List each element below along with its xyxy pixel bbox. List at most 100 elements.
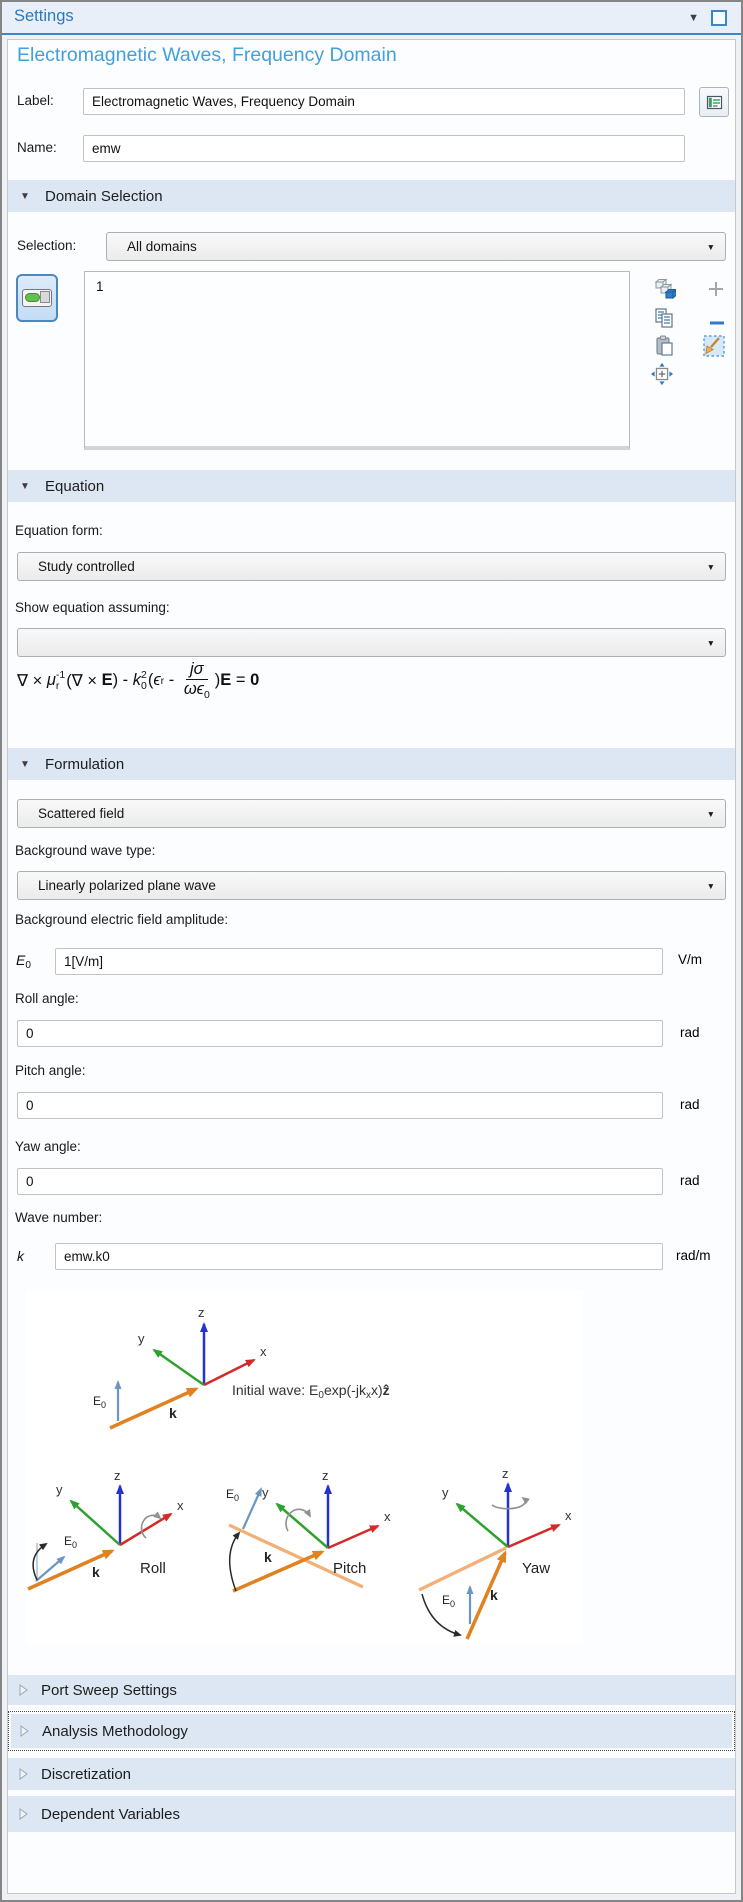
list-item[interactable]: 1: [96, 279, 104, 294]
active-selection-toggle-button[interactable]: [16, 274, 58, 322]
section-header-analysis-methodology[interactable]: Analysis Methodology: [8, 1711, 735, 1751]
dropdown-arrow-icon: ▼: [706, 637, 715, 648]
pitch-angle-unit: rad: [680, 1097, 700, 1112]
collapse-triangle-icon: ▼: [20, 758, 30, 770]
k-symbol: k: [17, 1248, 24, 1264]
section-header-domain-selection[interactable]: ▼ Domain Selection: [8, 180, 735, 212]
name-input[interactable]: [83, 135, 685, 162]
page-title: Electromagnetic Waves, Frequency Domain: [17, 44, 397, 66]
equation-form-value: Study controlled: [38, 559, 135, 574]
name-caption: Name:: [17, 140, 57, 155]
axis-label-y: y: [56, 1482, 63, 1497]
background-wave-type-value: Linearly polarized plane wave: [38, 878, 216, 893]
collapse-triangle-icon: ▼: [20, 480, 30, 492]
settings-titlebar: Settings ▼: [2, 2, 741, 33]
section-title: Analysis Methodology: [42, 1722, 188, 1740]
dropdown-arrow-icon: ▼: [706, 561, 715, 572]
collapse-triangle-icon: ▼: [20, 190, 30, 202]
section-title: Dependent Variables: [41, 1805, 180, 1823]
axis-label-x: x: [565, 1508, 572, 1523]
equation-form-dropdown[interactable]: Study controlled ▼: [17, 552, 726, 581]
orientation-diagram: z y x k E0 Initial wave: E0exp(-jkxx)ẑ z…: [26, 1290, 583, 1645]
pitch-angle-caption: Pitch angle:: [15, 1063, 86, 1078]
yaw-caption: Yaw: [522, 1560, 550, 1577]
toggle-switch-icon: [22, 289, 52, 307]
add-to-selection-icon[interactable]: [704, 277, 728, 301]
selection-dropdown[interactable]: All domains ▼: [106, 232, 726, 261]
section-header-port-sweep-settings[interactable]: Port Sweep Settings: [8, 1675, 735, 1705]
create-selection-icon[interactable]: [653, 277, 677, 301]
roll-frame: z y x k E0 Roll: [27, 1468, 184, 1591]
axis-label-x: x: [260, 1344, 267, 1359]
rename-icon: [706, 95, 722, 109]
selection-dropdown-value: All domains: [127, 239, 197, 254]
initial-wave-caption: Initial wave: E0exp(-jkxx)ẑ: [232, 1382, 390, 1401]
e0-caption: Background electric field amplitude:: [15, 912, 229, 927]
roll-caption: Roll: [140, 1560, 166, 1577]
chevron-right-icon: [20, 1725, 29, 1737]
yaw-frame: z y x k E0 Yaw: [418, 1466, 572, 1640]
remove-from-selection-icon[interactable]: [705, 311, 729, 335]
paste-selection-icon[interactable]: [652, 334, 676, 358]
roll-angle-caption: Roll angle:: [15, 991, 79, 1006]
domain-selection-list[interactable]: 1: [84, 271, 630, 450]
section-header-discretization[interactable]: Discretization: [8, 1758, 735, 1790]
axis-label-z: z: [322, 1468, 329, 1483]
orientation-diagram-svg: z y x k E0 Initial wave: E0exp(-jkxx)ẑ z…: [27, 1305, 572, 1640]
axis-label-y: y: [262, 1485, 269, 1500]
rename-button[interactable]: [699, 87, 729, 117]
clear-selection-icon[interactable]: [702, 334, 726, 358]
axis-label-x: x: [384, 1509, 391, 1524]
axis-label-y: y: [138, 1331, 145, 1346]
axis-label-y: y: [442, 1485, 449, 1500]
copy-selection-icon[interactable]: [652, 306, 676, 330]
formulation-dropdown[interactable]: Scattered field ▼: [17, 799, 726, 828]
section-title: Port Sweep Settings: [41, 1681, 177, 1699]
titlebar-accent-line: [2, 33, 741, 35]
pitch-angle-input[interactable]: [17, 1092, 663, 1119]
section-header-formulation[interactable]: ▼ Formulation: [8, 748, 735, 780]
wave-number-input[interactable]: [55, 1243, 663, 1270]
section-title: Discretization: [41, 1765, 132, 1783]
roll-angle-input[interactable]: [17, 1020, 663, 1047]
dropdown-arrow-icon: ▼: [706, 808, 715, 819]
section-title: Equation: [45, 477, 105, 495]
selection-caption: Selection:: [17, 238, 77, 253]
wave-number-caption: Wave number:: [15, 1210, 103, 1225]
section-title: Formulation: [45, 755, 125, 773]
show-equation-caption: Show equation assuming:: [15, 600, 170, 615]
float-window-icon[interactable]: [711, 10, 727, 26]
formulation-value: Scattered field: [38, 806, 125, 821]
section-header-dependent-variables[interactable]: Dependent Variables: [8, 1796, 735, 1832]
pitch-caption: Pitch: [333, 1560, 366, 1577]
settings-title: Settings: [14, 7, 74, 25]
yaw-angle-caption: Yaw angle:: [15, 1139, 81, 1154]
show-equation-dropdown[interactable]: ▼: [17, 628, 726, 657]
e0-vector-label: E0: [226, 1487, 239, 1503]
panel-menu-icon[interactable]: ▼: [688, 12, 699, 24]
background-wave-type-caption: Background wave type:: [15, 843, 156, 858]
yaw-angle-input[interactable]: [17, 1168, 663, 1195]
label-caption: Label:: [17, 93, 54, 108]
k-vector-label: k: [169, 1405, 177, 1421]
k-vector-label: k: [264, 1549, 272, 1565]
chevron-right-icon: [19, 1684, 28, 1696]
zoom-to-selection-icon[interactable]: [650, 362, 674, 386]
dropdown-arrow-icon: ▼: [706, 241, 715, 252]
roll-angle-unit: rad: [680, 1025, 700, 1040]
k-vector-label: k: [92, 1564, 100, 1580]
e0-vector-label: E0: [442, 1593, 455, 1609]
axis-label-z: z: [198, 1305, 205, 1320]
axis-label-z: z: [114, 1468, 121, 1483]
e0-input[interactable]: [55, 948, 663, 975]
background-wave-type-dropdown[interactable]: Linearly polarized plane wave ▼: [17, 871, 726, 900]
k-vector-label: k: [490, 1587, 498, 1603]
e0-unit: V/m: [678, 952, 703, 967]
section-header-equation[interactable]: ▼ Equation: [8, 470, 735, 502]
equation-display: ∇ × μ -1 r (∇ × E) - k 2 0(ϵ r - jσ ωϵ0) E = 0: [17, 660, 260, 701]
chevron-right-icon: [19, 1768, 28, 1780]
label-input[interactable]: [83, 88, 685, 115]
axis-label-x: x: [177, 1498, 184, 1513]
e0-vector-label: E0: [93, 1394, 106, 1410]
